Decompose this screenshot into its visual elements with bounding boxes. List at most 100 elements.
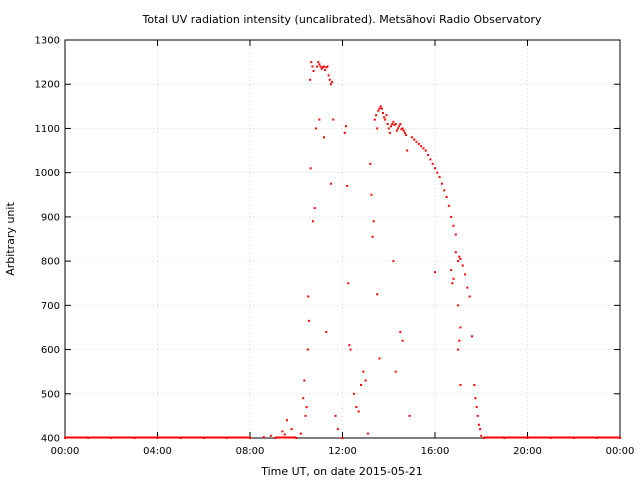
data-point [376, 127, 379, 130]
data-point [369, 162, 372, 165]
data-point [397, 127, 399, 130]
data-point [319, 65, 322, 68]
data-point [375, 114, 378, 117]
data-point [336, 428, 339, 431]
data-point [373, 118, 376, 121]
x-tick-label: 12:00 [328, 446, 357, 457]
data-point [410, 136, 413, 139]
data-point [434, 271, 436, 274]
data-point [305, 406, 308, 409]
data-point [364, 379, 367, 382]
x-tick-label: 00:00 [51, 446, 80, 457]
data-point [420, 145, 423, 148]
data-point [473, 383, 476, 386]
data-point [353, 392, 356, 395]
data-point [311, 220, 314, 223]
data-point [378, 107, 381, 110]
chart-title: Total UV radiation intensity (uncalibrat… [142, 13, 542, 26]
data-point [399, 330, 402, 333]
data-point [436, 171, 439, 174]
data-point [424, 149, 427, 152]
data-point [413, 138, 416, 141]
data-point [393, 123, 396, 126]
data-point [438, 176, 441, 179]
data-point [445, 195, 448, 198]
data-point [316, 65, 319, 68]
data-point [459, 383, 462, 386]
data-point [447, 204, 450, 207]
data-point [464, 273, 467, 276]
data-point [388, 131, 391, 134]
x-tick-label: 08:00 [236, 446, 265, 457]
data-point [466, 286, 469, 289]
data-point [387, 127, 390, 130]
data-point [376, 293, 379, 296]
y-tick-label: 1100 [35, 124, 60, 135]
data-point [398, 125, 401, 128]
x-axis-label: Time UT, on date 2015-05-21 [260, 465, 423, 478]
data-point [401, 339, 404, 342]
data-point [341, 437, 344, 439]
data-point [475, 406, 478, 409]
data-point [310, 61, 313, 64]
grid-lines [65, 40, 620, 438]
y-tick-label: 1300 [35, 36, 60, 47]
data-point [309, 78, 312, 81]
data-point [480, 434, 483, 437]
data-point [452, 224, 455, 227]
data-point [299, 432, 302, 435]
data-point [383, 116, 386, 119]
data-point [406, 149, 409, 152]
data-point [323, 65, 325, 68]
y-tick-label: 1200 [35, 80, 60, 91]
data-point [378, 357, 381, 360]
data-point [443, 189, 446, 192]
data-point [318, 118, 321, 121]
data-point [417, 142, 420, 145]
data-point [360, 383, 362, 386]
y-tick-label: 900 [41, 212, 60, 223]
data-point [452, 277, 455, 280]
data-point [262, 436, 265, 439]
data-point [380, 107, 383, 110]
data-points [64, 61, 621, 439]
data-point [399, 123, 402, 126]
data-point [325, 330, 328, 333]
x-tick-label: 04:00 [143, 446, 172, 457]
data-point [355, 406, 358, 409]
data-point [450, 268, 453, 271]
data-point [304, 414, 307, 417]
x-tick-label: 16:00 [421, 446, 450, 457]
data-point [427, 153, 430, 156]
data-point [479, 428, 482, 431]
data-point [325, 66, 328, 69]
data-point [431, 162, 434, 165]
data-point [366, 432, 369, 435]
data-point [394, 123, 397, 126]
data-point [332, 118, 335, 121]
data-point [329, 83, 332, 86]
data-point [329, 182, 332, 185]
data-point [286, 419, 288, 422]
data-point [457, 260, 460, 263]
data-point [451, 282, 454, 285]
data-point [379, 105, 382, 108]
data-point [328, 78, 331, 81]
y-tick-label: 1000 [35, 168, 60, 179]
data-point [459, 326, 462, 329]
data-point [461, 264, 464, 267]
data-point [314, 127, 317, 130]
data-point [281, 430, 284, 433]
data-point [391, 123, 394, 126]
data-point [401, 127, 404, 130]
data-point [390, 125, 393, 128]
data-point [392, 260, 395, 263]
data-point [385, 114, 388, 117]
data-point [457, 304, 460, 307]
data-point [307, 319, 310, 322]
data-point [477, 423, 480, 426]
plot-frame [64, 39, 621, 439]
data-point [408, 414, 411, 417]
data-point [306, 348, 309, 351]
